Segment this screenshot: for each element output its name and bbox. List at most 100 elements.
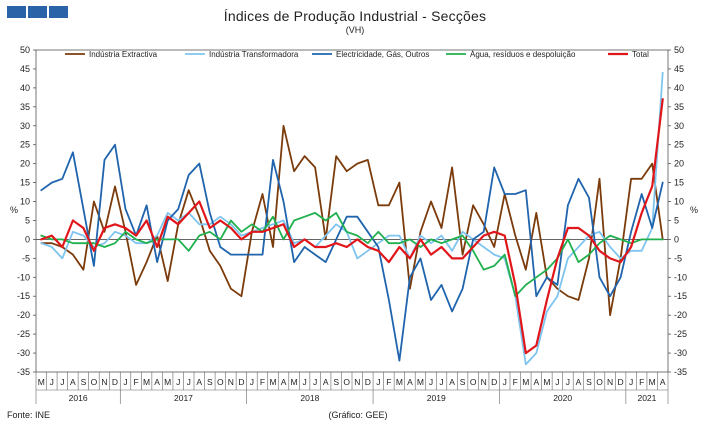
y-tick-label-right: 25 [674, 140, 684, 150]
x-tick-label: F [513, 377, 518, 387]
y-tick-label-right: -25 [674, 329, 687, 339]
x-tick-label: O [596, 377, 603, 387]
x-tick-label: M [522, 377, 529, 387]
plot-frame [35, 49, 669, 373]
x-tick-label: J [629, 377, 633, 387]
logo-block [28, 6, 47, 18]
y-tick-label-right: 50 [674, 45, 684, 55]
x-tick-label: M [38, 377, 45, 387]
chart-subtitle: (VH) [345, 25, 365, 35]
y-axis-label-right: % [690, 205, 698, 215]
y-tick-label-right: -35 [674, 367, 687, 377]
x-tick-label: J [439, 377, 443, 387]
x-tick-label: S [81, 377, 87, 387]
chart-title: Índices de Produção Industrial - Secções [223, 8, 487, 24]
legend-label: Água, resíduos e despoluição [470, 50, 576, 59]
logo-block [49, 6, 68, 18]
x-tick-label: M [543, 377, 550, 387]
y-tick-label-left: 20 [20, 159, 30, 169]
x-tick-label: A [281, 377, 287, 387]
x-tick-label: M [396, 377, 403, 387]
y-tick-label-left: -10 [17, 272, 30, 282]
y-tick-label-left: 50 [20, 45, 30, 55]
x-tick-label: A [407, 377, 413, 387]
series-line-0 [40, 124, 664, 317]
series-line-3 [40, 211, 664, 298]
year-label: 2020 [553, 393, 572, 403]
x-tick-label: F [386, 377, 391, 387]
x-tick-label: S [586, 377, 592, 387]
x-tick-label: S [207, 377, 213, 387]
y-axis-label-left: % [10, 205, 18, 215]
x-tick-label: D [491, 377, 497, 387]
x-tick-label: N [354, 377, 360, 387]
y-tick-label-left: 35 [20, 102, 30, 112]
y-tick-label-right: -15 [674, 291, 687, 301]
y-tick-label-left: -20 [17, 310, 30, 320]
x-tick-label: J [503, 377, 507, 387]
y-tick-label-right: 20 [674, 159, 684, 169]
x-tick-label: J [313, 377, 317, 387]
y-tick-label-left: 15 [20, 178, 30, 188]
y-tick-label-left: 45 [20, 64, 30, 74]
year-label: 2017 [174, 393, 193, 403]
x-tick-label: M [291, 377, 298, 387]
x-tick-label: O [470, 377, 477, 387]
x-tick-label: N [228, 377, 234, 387]
x-tick-label: J [187, 377, 191, 387]
x-tick-label: J [566, 377, 570, 387]
x-tick-label: A [660, 377, 666, 387]
x-tick-label: D [112, 377, 118, 387]
y-tick-label-right: 35 [674, 102, 684, 112]
brand-logo [7, 6, 68, 18]
x-tick-label: J [60, 377, 64, 387]
x-tick-label: M [417, 377, 424, 387]
x-tick-label: J [376, 377, 380, 387]
x-tick-label: A [323, 377, 329, 387]
y-tick-label-right: 10 [674, 197, 684, 207]
x-tick-label: J [176, 377, 180, 387]
x-tick-label: A [196, 377, 202, 387]
y-tick-label-left: 0 [25, 234, 30, 244]
y-tick-label-right: 5 [674, 215, 679, 225]
x-tick-label: N [481, 377, 487, 387]
series-line-2 [40, 143, 664, 362]
legend-label: Indústria Extractiva [89, 50, 158, 59]
y-tick-label-left: 10 [20, 197, 30, 207]
y-tick-label-right: 45 [674, 64, 684, 74]
legend-label: Electricidade, Gás, Outros [336, 50, 429, 59]
x-tick-label: A [70, 377, 76, 387]
y-tick-label-left: -25 [17, 329, 30, 339]
x-tick-label: A [576, 377, 582, 387]
y-tick-label-left: 25 [20, 140, 30, 150]
y-tick-label-left: -35 [17, 367, 30, 377]
y-tick-label-left: -30 [17, 348, 30, 358]
y-tick-label-left: -15 [17, 291, 30, 301]
x-tick-label: D [238, 377, 244, 387]
y-tick-label-right: -30 [674, 348, 687, 358]
logo-block [7, 6, 26, 18]
x-tick-label: M [269, 377, 276, 387]
x-tick-label: S [333, 377, 339, 387]
x-tick-label: M [164, 377, 171, 387]
y-tick-label-right: 40 [674, 83, 684, 93]
x-tick-label: F [260, 377, 265, 387]
x-tick-label: A [533, 377, 539, 387]
x-tick-label: S [460, 377, 466, 387]
x-tick-label: F [639, 377, 644, 387]
x-tick-label: O [217, 377, 224, 387]
y-tick-label-right: 0 [674, 234, 679, 244]
x-tick-label: J [50, 377, 54, 387]
source-note: Fonte: INE [7, 410, 50, 420]
x-tick-label: D [365, 377, 371, 387]
x-tick-label: M [649, 377, 656, 387]
x-tick-label: J [123, 377, 127, 387]
series-line-1 [40, 71, 664, 366]
x-tick-label: O [343, 377, 350, 387]
x-tick-label: A [449, 377, 455, 387]
year-label: 2019 [427, 393, 446, 403]
year-label: 2016 [69, 393, 88, 403]
year-label: 2021 [637, 393, 656, 403]
x-tick-label: D [618, 377, 624, 387]
